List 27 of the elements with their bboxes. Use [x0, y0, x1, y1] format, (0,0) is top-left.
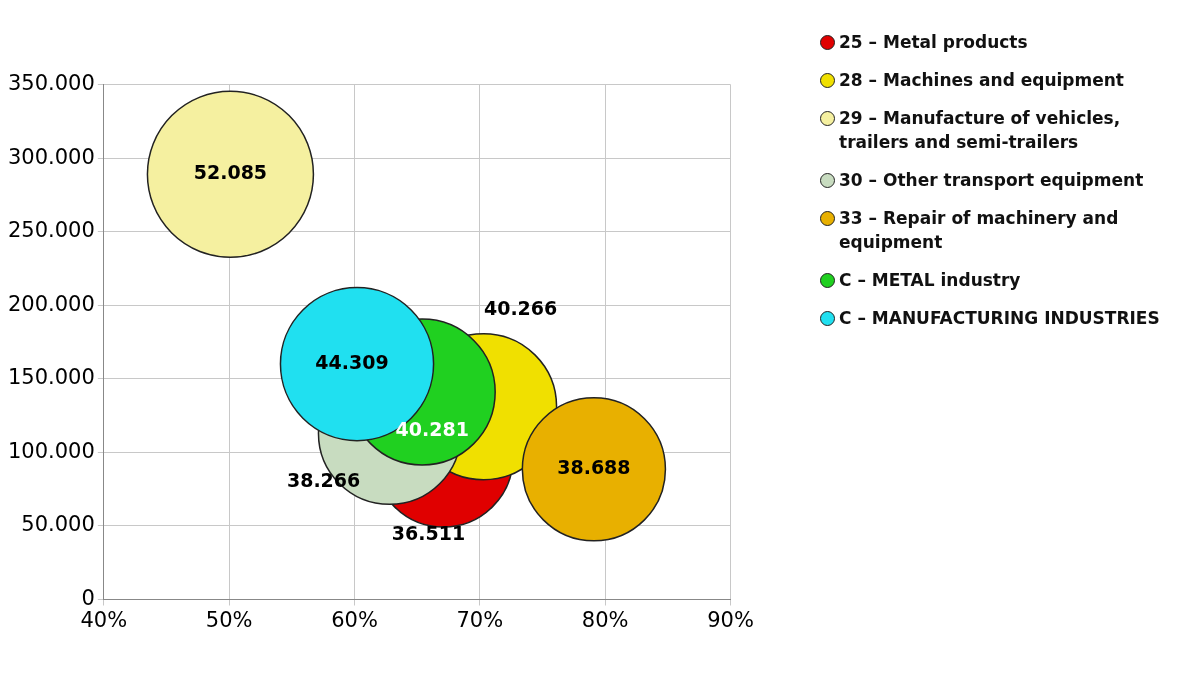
legend-label: C – MANUFACTURING INDUSTRIES: [839, 307, 1160, 330]
legend-label: 33 – Repair of machinery and equipment: [839, 207, 1120, 254]
x-tick-label: 80%: [581, 607, 629, 632]
x-tick-label: 70%: [456, 607, 504, 632]
y-tick-label: 300.000: [8, 144, 95, 169]
legend-label: 28 – Machines and equipment: [839, 69, 1124, 92]
data-label: 36.511: [391, 522, 466, 545]
data-label: 40.281: [395, 417, 469, 440]
legend-label: C – METAL industry: [839, 269, 1021, 292]
data-label: 40.266: [483, 296, 558, 319]
y-tick-label: 0: [81, 585, 95, 610]
data-label: 38.688: [557, 456, 631, 479]
y-tick-label: 250.000: [8, 218, 95, 243]
legend-label: 29 – Manufacture of vehicles, trailers and semi-trailers: [839, 107, 1122, 154]
x-tick-label: 60%: [331, 607, 378, 632]
data-label: 52.085: [193, 161, 268, 184]
data-label: 44.309: [315, 351, 389, 374]
y-tick-label: 50.000: [21, 512, 95, 537]
x-tick-label: 40%: [80, 607, 128, 632]
y-tick-label: 200.000: [8, 291, 95, 316]
x-tick-label: 90%: [707, 607, 754, 632]
legend-label: 25 – Metal products: [839, 31, 1028, 54]
x-tick-label: 50%: [205, 607, 253, 632]
legend-label: 30 – Other transport equipment: [839, 169, 1144, 192]
y-tick-label: 150.000: [8, 365, 95, 390]
y-tick-label: 350.000: [8, 70, 95, 95]
y-tick-label: 100.000: [8, 438, 95, 463]
